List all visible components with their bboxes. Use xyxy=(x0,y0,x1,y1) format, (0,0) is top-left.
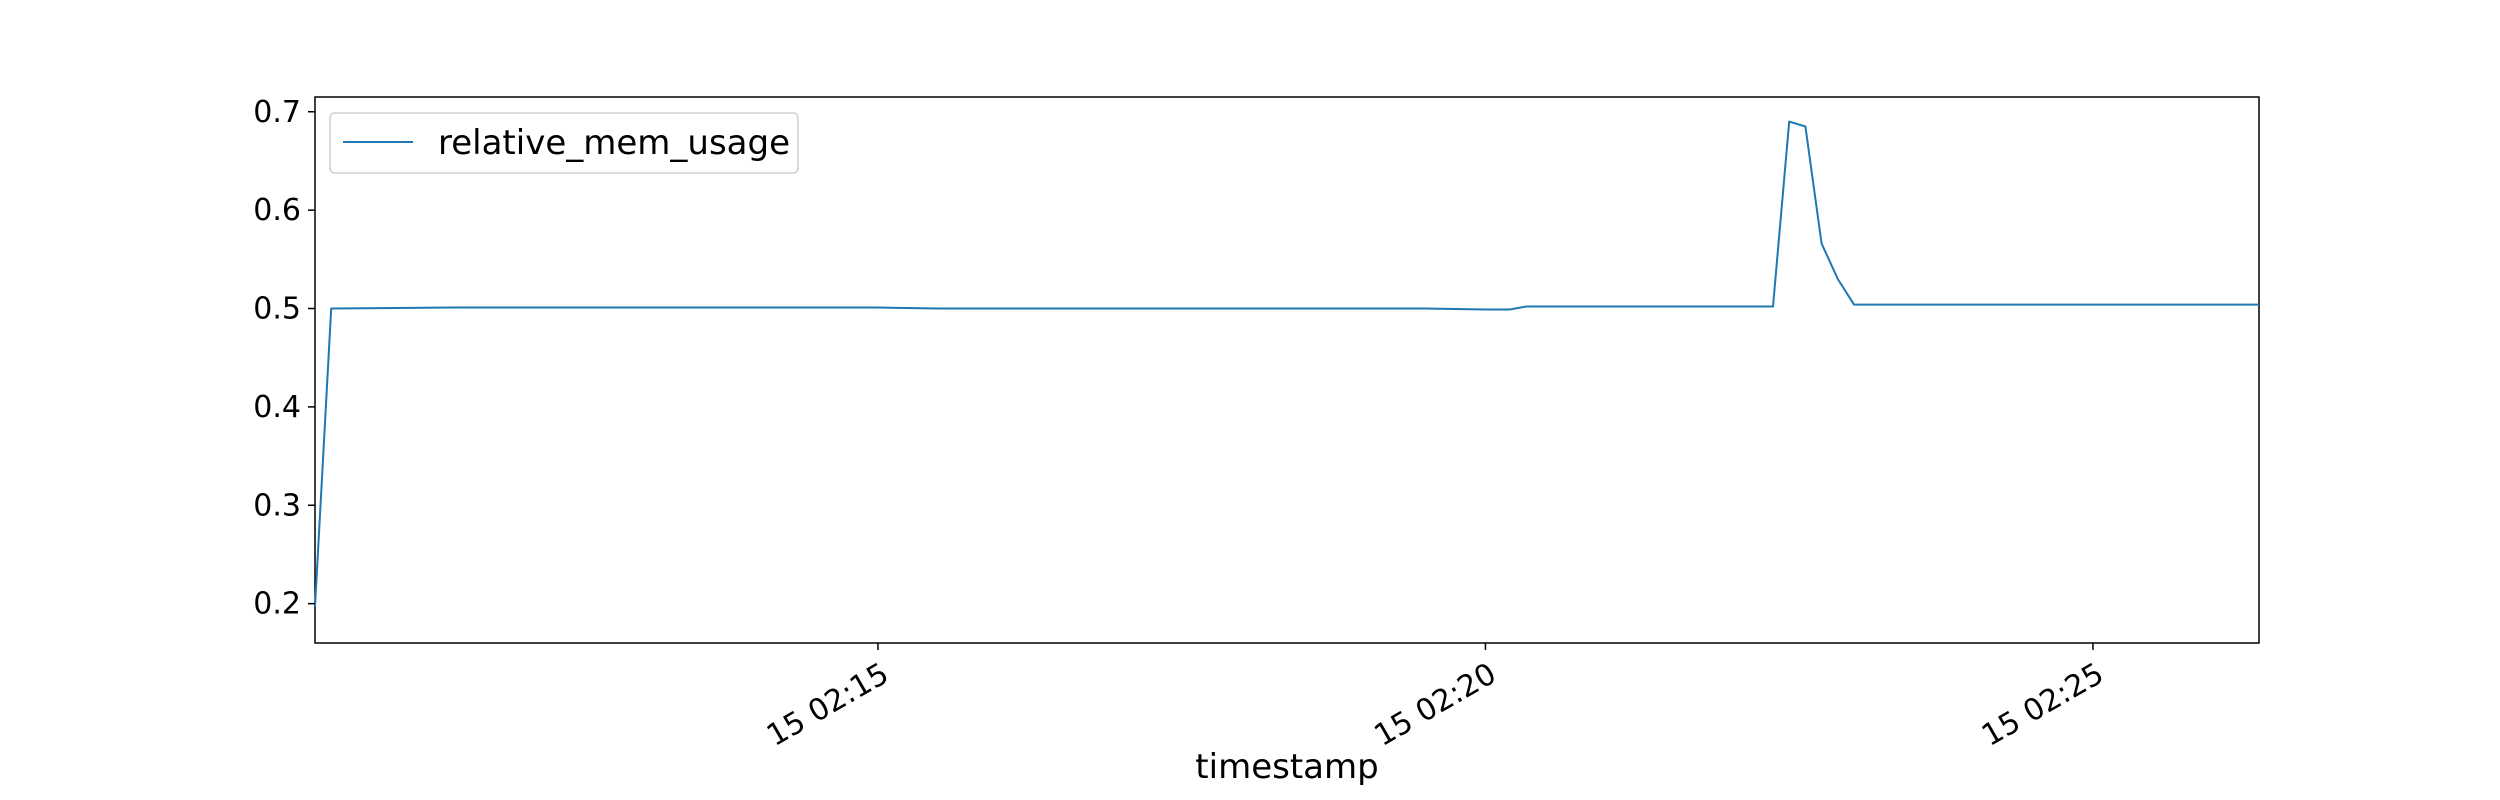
y-tick-label: 0.5 xyxy=(253,292,301,327)
legend: relative_mem_usage xyxy=(329,112,799,174)
legend-box xyxy=(329,112,799,174)
plot-frame xyxy=(314,96,2260,644)
x-axis-title: timestamp xyxy=(1195,747,1378,787)
y-tick-label: 0.2 xyxy=(253,587,301,622)
y-tick-label: 0.3 xyxy=(253,488,301,523)
y-tick-label: 0.6 xyxy=(253,193,301,228)
series-line-relative-mem-usage xyxy=(314,120,2259,607)
legend-label-relative-mem-usage: relative_mem_usage xyxy=(438,123,790,163)
y-tick-label: 0.7 xyxy=(253,95,301,130)
y-tick-label: 0.4 xyxy=(253,390,301,425)
